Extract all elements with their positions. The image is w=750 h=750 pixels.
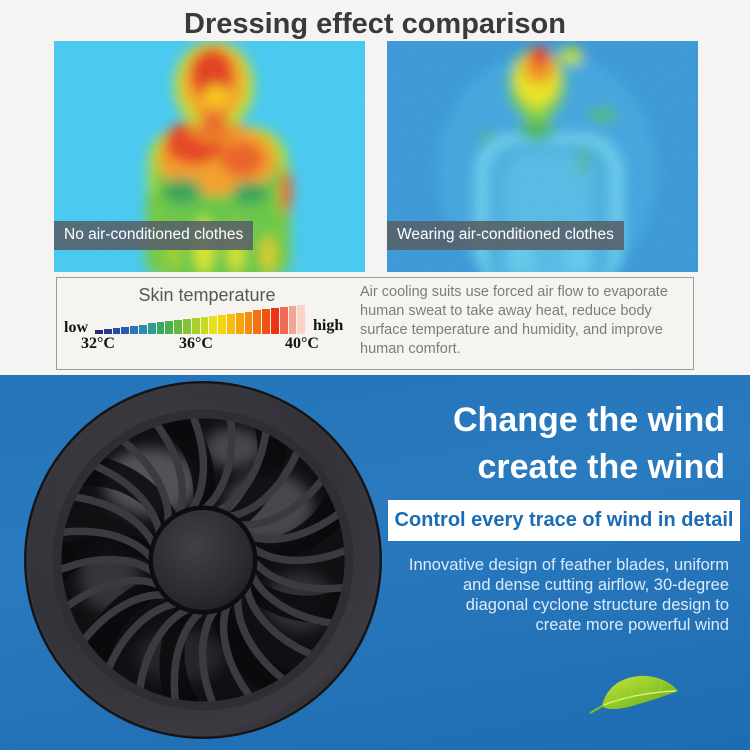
thermal-graphic-hot [54, 41, 365, 272]
cooling-fan-image [24, 381, 382, 739]
scale-low-label: low [64, 319, 88, 336]
thermal-label-right: Wearing air-conditioned clothes [387, 221, 624, 250]
temperature-panel: Skin temperature low high 32°C 36°C 40°C… [56, 277, 694, 370]
promo-heading: Change the wind create the wind [453, 397, 725, 491]
promo-section: Change the wind create the wind Control … [0, 375, 750, 750]
scale-title: Skin temperature [138, 285, 276, 305]
tick-32c: 32°C [81, 335, 115, 352]
promo-heading-line2: create the wind [477, 448, 725, 486]
temperature-gradient-bar [95, 305, 306, 334]
page-title: Dressing effect comparison [184, 8, 566, 40]
comparison-section: Dressing effect comparison [0, 0, 750, 375]
cooling-description: Air cooling suits use forced air flow to… [360, 284, 668, 357]
promo-heading-line1: Change the wind [453, 401, 725, 439]
tick-40c: 40°C [285, 335, 319, 352]
scale-high-label: high [313, 317, 344, 334]
thermal-image-wearing-clothes: Wearing air-conditioned clothes [387, 41, 698, 272]
thermal-label-left: No air-conditioned clothes [54, 221, 254, 250]
tick-36c: 36°C [179, 335, 213, 352]
temperature-scale: Skin temperature low high 32°C 36°C 40°C [57, 278, 357, 369]
thermal-image-no-clothes: No air-conditioned clothes [54, 41, 365, 272]
promo-banner: Control every trace of wind in detail [388, 500, 740, 541]
promo-body: Innovative design of feather blades, uni… [408, 556, 729, 634]
leaf-icon [589, 675, 678, 714]
fan-hub [153, 510, 253, 610]
